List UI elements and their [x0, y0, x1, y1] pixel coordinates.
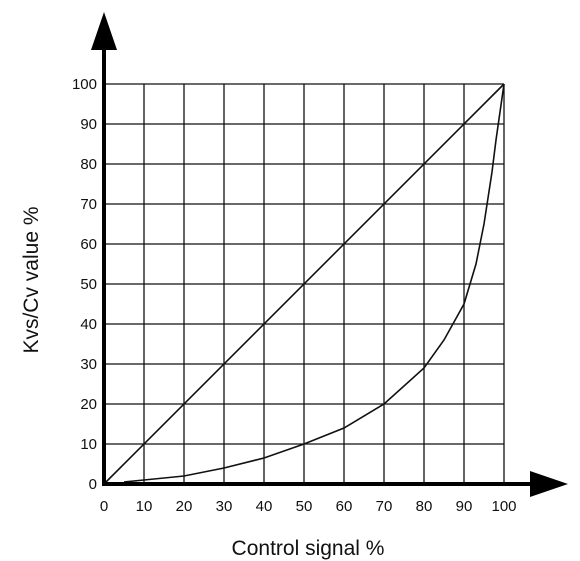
y-tick-label: 60 [80, 236, 97, 253]
x-tick-label: 60 [336, 498, 353, 515]
x-tick-label: 40 [256, 498, 273, 515]
y-tick-label: 100 [72, 76, 97, 93]
x-tick-labels: 0 10 20 30 40 50 60 70 80 90 100 [100, 498, 517, 515]
y-tick-label: 20 [80, 396, 97, 413]
y-tick-label: 10 [80, 436, 97, 453]
x-tick-label: 70 [376, 498, 393, 515]
y-tick-label: 50 [80, 276, 97, 293]
x-tick-label: 90 [456, 498, 473, 515]
series-layer [103, 83, 505, 485]
linear-curve [103, 83, 505, 485]
y-tick-label: 80 [80, 156, 97, 173]
x-axis-title: Control signal % [232, 537, 385, 560]
x-tick-label: 0 [100, 498, 108, 515]
equal-percentage-curve [123, 83, 505, 483]
y-tick-label: 90 [80, 116, 97, 133]
x-axis-arrow-icon [530, 471, 568, 497]
y-tick-label: 40 [80, 316, 97, 333]
y-axis-title: Kvs/Cv value % [20, 206, 43, 353]
y-tick-labels: 0 10 20 30 40 50 60 70 80 90 100 [72, 76, 97, 493]
y-tick-label: 30 [80, 356, 97, 373]
y-axis-arrow-icon [91, 12, 117, 50]
x-tick-label: 100 [491, 498, 516, 515]
y-tick-label: 70 [80, 196, 97, 213]
x-tick-label: 30 [216, 498, 233, 515]
x-tick-label: 50 [296, 498, 313, 515]
x-tick-label: 80 [416, 498, 433, 515]
axes [91, 12, 568, 497]
x-tick-label: 10 [136, 498, 153, 515]
y-tick-label: 0 [89, 476, 97, 493]
x-tick-label: 20 [176, 498, 193, 515]
